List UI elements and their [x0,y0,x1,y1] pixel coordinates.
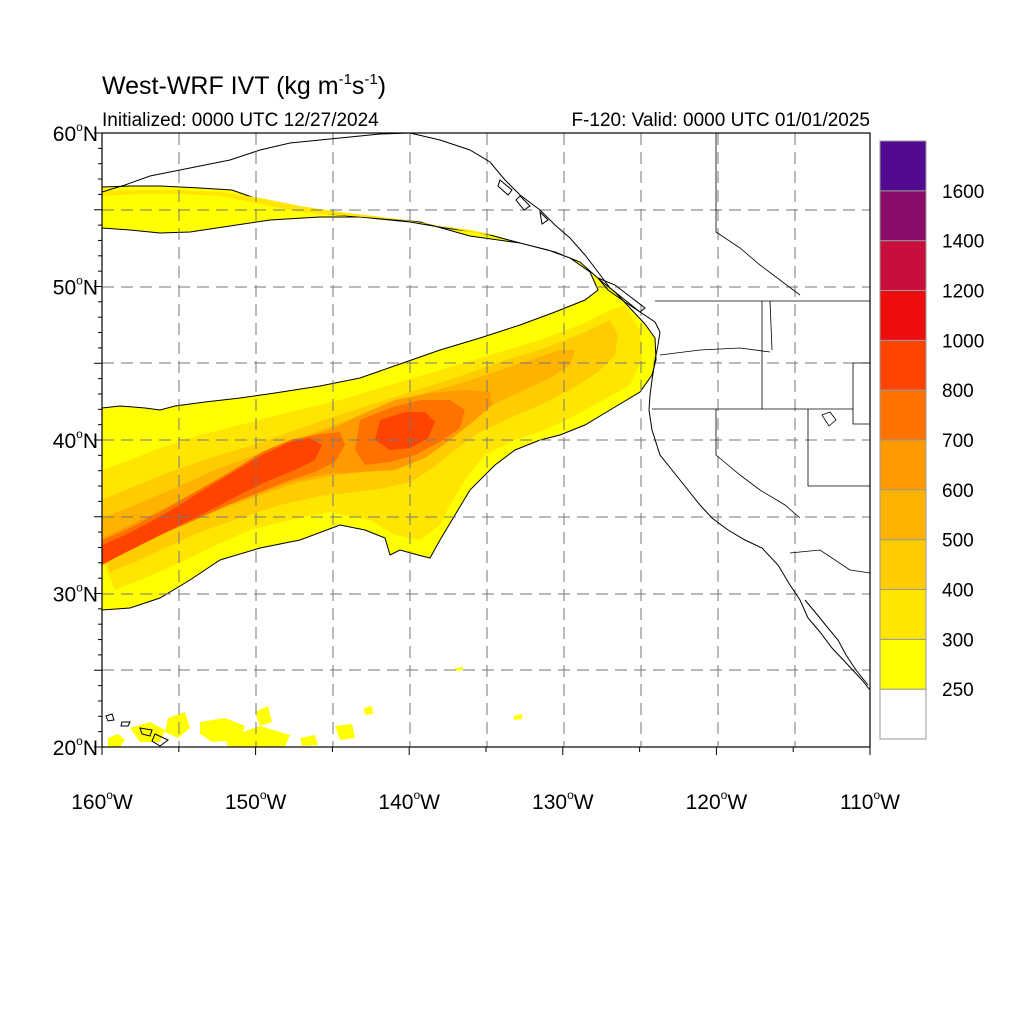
lat-label: 60oN [53,120,98,146]
lon-label: 150oW [225,788,287,814]
ivt-patch [225,726,290,747]
mt-wy-border [852,362,870,425]
ivt-patch [514,714,522,720]
latitude-labels: 60oN 50oN 40oN 30oN 20oN [53,120,98,760]
lat-label: 50oN [53,274,98,300]
ca-nv-border [715,409,801,519]
colorbar-label: 1400 [942,232,984,253]
colorbar-box [879,539,927,591]
title-text: ) [377,72,387,100]
colorbar-box [879,439,927,491]
alaska-panhandle-coast [409,133,661,333]
west-coast [648,331,870,691]
lon-label: 110oW [840,788,900,814]
colorbar-box [879,638,927,690]
wa-id-border [769,300,773,351]
colorbar [879,140,927,740]
graticule [102,133,870,747]
initialized-time: Initialized: 0000 UTC 12/27/2024 [102,110,379,131]
colorbar-label: 1000 [942,331,984,352]
ivt-patch [165,712,190,738]
wa-or-border [659,347,771,356]
ivt-patch [255,706,272,726]
colorbar-box [879,489,927,541]
title-text: s [351,72,365,100]
valid-time: F-120: Valid: 0000 UTC 01/01/2025 [571,110,870,131]
baja-gulf-coast [804,599,869,686]
colorbar-box [879,240,927,292]
canada-bc-border [715,231,801,296]
lon-label: 160oW [71,788,133,814]
lon-label: 130oW [532,788,594,814]
colorbar-label: 250 [942,680,974,701]
lon-label: 140oW [378,788,440,814]
great-salt-lake [821,411,837,427]
colorbar-box [879,190,927,242]
title-superscript: -1 [338,71,352,88]
colorbar-label: 700 [942,431,974,452]
map-title: West-WRF IVT (kg m-1s-1) [102,71,386,101]
vancouver-island [597,277,646,313]
ivt-patch [130,722,165,742]
nv-ut-border [807,409,870,487]
axis-ticks [94,132,871,755]
title-superscript: -1 [364,71,378,88]
ivt-field [102,185,657,747]
longitude-labels: 160oW 150oW 140oW 130oW 120oW 110oW [71,788,900,814]
colorbar-label: 300 [942,630,974,651]
us-mexico-border [789,549,870,574]
ivt-patch [335,724,355,740]
hawaii-islands [105,713,169,747]
lat-label: 40oN [53,427,98,453]
colorbar-label: 500 [942,531,974,552]
ivt-patch [455,667,463,671]
borders [652,133,870,574]
colorbar-box [879,290,927,341]
colorbar-box [879,389,927,441]
colorbar-box [879,589,927,640]
lat-label: 20oN [53,734,98,760]
alaska-coast [102,133,411,193]
ivt-patch [364,706,373,715]
colorbar-label: 1600 [942,182,984,203]
coastlines [102,133,870,747]
ivt-patch [108,734,125,747]
colorbar-label: 800 [942,381,974,402]
title-text: West-WRF IVT (kg m [102,72,339,100]
lon-label: 120oW [686,788,748,814]
colorbar-label: 600 [942,481,974,502]
colorbar-box [879,339,927,391]
colorbar-label: 400 [942,581,974,602]
colorbar-label: 1200 [942,282,984,303]
colorbar-box [879,140,927,192]
lat-label: 30oN [53,581,98,607]
ivt-contour-800 [102,412,435,565]
bc-islands [497,179,549,225]
ivt-patch [300,735,318,746]
colorbar-box [879,688,927,740]
colorbar-labels: 250 300 400 500 600 700 800 1000 1200 1400 1600 [942,182,984,701]
